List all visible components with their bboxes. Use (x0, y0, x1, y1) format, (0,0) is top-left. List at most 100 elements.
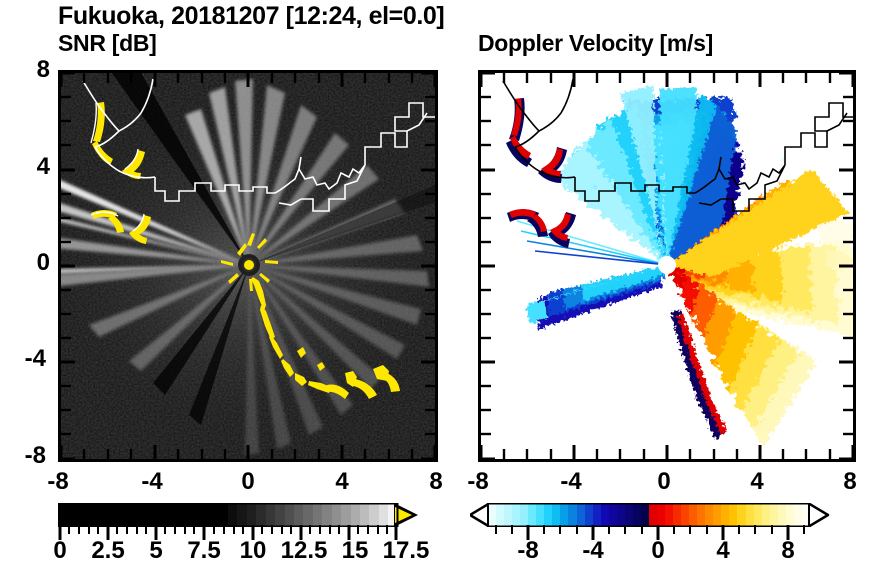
colorbar-cell (152, 503, 162, 527)
colorbar-cell (86, 503, 96, 527)
doppler-plot-area[interactable] (478, 70, 856, 462)
snr-colorbar[interactable] (58, 503, 418, 540)
doppler-xtick-4: 4 (750, 468, 764, 495)
snr-ytick-neg4: -4 (24, 345, 46, 372)
colorbar-cell (265, 503, 276, 527)
doppler-plot-clip (481, 73, 853, 459)
clutter-near-radar (221, 233, 278, 291)
colorbar-cell (388, 503, 398, 527)
colorbar-cell (568, 503, 577, 527)
snr-cbtick-12p5: 12.5 (280, 537, 328, 564)
colorbar-cell (488, 503, 497, 527)
snr-xtick-neg8: -8 (47, 468, 69, 495)
doppler-colorbar-gradient (488, 503, 810, 527)
snr-cbtick-15: 15 (341, 537, 369, 564)
doppler-axis-ticks (479, 71, 855, 461)
colorbar-cell (697, 503, 706, 527)
colorbar-cell (180, 503, 191, 527)
snr-axis-ticks (59, 71, 437, 461)
colorbar-cell (341, 503, 351, 527)
snr-cbtick-5: 5 (149, 537, 163, 564)
snr-ytick-8: 8 (36, 56, 50, 83)
snr-ytick-neg8: -8 (24, 442, 46, 469)
colorbar-cell (369, 503, 379, 527)
colorbar-cell (520, 503, 529, 527)
colorbar-cell (673, 503, 682, 527)
colorbar-cell (737, 503, 746, 527)
colorbar-cell (793, 503, 802, 527)
colorbar-cell (171, 503, 181, 527)
snr-colorbar-gradient (58, 503, 398, 527)
colorbar-cell (745, 503, 754, 527)
doppler-xtick-8: 8 (843, 468, 857, 495)
colorbar-cell (209, 503, 219, 527)
snr-cbtick-2p5: 2.5 (91, 537, 125, 564)
snr-ytick-0: 0 (36, 249, 50, 276)
colorbar-cell (713, 503, 722, 527)
colorbar-cell (95, 503, 106, 527)
snr-xtick-8: 8 (429, 468, 443, 495)
colorbar-cell (552, 503, 561, 527)
colorbar-cell (275, 503, 285, 527)
colorbar-cell (312, 503, 323, 527)
colorbar-cell (293, 503, 304, 527)
colorbar-cell (246, 503, 257, 527)
doppler-colorbar-outline (487, 503, 810, 527)
colorbar-cell (331, 503, 342, 527)
snr-plot-area[interactable] (58, 70, 438, 462)
snr-panel-title: SNR [dB] (58, 30, 157, 56)
colorbar-cell (124, 503, 134, 527)
snr-plot-clip (61, 73, 435, 459)
doppler-cbtick-neg8: -8 (517, 537, 539, 564)
doppler-colorbar[interactable] (470, 503, 830, 540)
snr-cbtick-17p5: 17.5 (382, 537, 430, 564)
doppler-cbtick-4: 4 (716, 537, 730, 564)
page-title: Fukuoka, 20181207 [12:24, el=0.0] (58, 2, 445, 30)
colorbar-cell (640, 503, 649, 527)
colorbar-cell (576, 503, 585, 527)
colorbar-cell (536, 503, 545, 527)
colorbar-cell (624, 503, 633, 527)
colorbar-cell (544, 503, 553, 527)
colorbar-cell (350, 503, 360, 527)
colorbar-cell (360, 503, 370, 527)
colorbar-cell (705, 503, 714, 527)
colorbar-cell (753, 503, 762, 527)
colorbar-cell (584, 503, 593, 527)
colorbar-cell (133, 503, 143, 527)
colorbar-cell (777, 503, 786, 527)
colorbar-cell (512, 503, 521, 527)
snr-cbtick-10: 10 (239, 537, 267, 564)
colorbar-cell (227, 503, 238, 527)
doppler-cbtick-neg4: -4 (582, 537, 604, 564)
colorbar-cell (322, 503, 332, 527)
doppler-colorbar-ticks (495, 525, 805, 540)
colorbar-cell (592, 503, 601, 527)
doppler-colorbar-over-arrow (808, 503, 830, 527)
snr-xtick-neg4: -4 (141, 468, 163, 495)
snr-cbtick-7p5: 7.5 (187, 537, 221, 564)
colorbar-cell (284, 503, 294, 527)
colorbar-cell (656, 503, 666, 527)
snr-xtick-4: 4 (335, 468, 349, 495)
colorbar-cell (199, 503, 209, 527)
doppler-cbtick-0: 0 (651, 537, 665, 564)
colorbar-cell (303, 503, 313, 527)
colorbar-cell (769, 503, 778, 527)
doppler-xtick-neg4: -4 (560, 468, 582, 495)
colorbar-cell (67, 503, 77, 527)
doppler-xtick-0: 0 (657, 468, 671, 495)
colorbar-cell (608, 503, 617, 527)
snr-colorbar-over-arrow (394, 503, 418, 527)
doppler-panel-title: Doppler Velocity [m/s] (478, 30, 713, 56)
colorbar-cell (378, 503, 389, 527)
colorbar-cell (665, 503, 674, 527)
snr-cbtick-0: 0 (53, 537, 67, 564)
colorbar-cell (161, 503, 172, 527)
colorbar-cell (504, 503, 513, 527)
snr-colorbar-outline (58, 503, 399, 527)
snr-xtick-0: 0 (241, 468, 255, 495)
colorbar-cell (58, 503, 68, 527)
colorbar-cell (761, 503, 770, 527)
